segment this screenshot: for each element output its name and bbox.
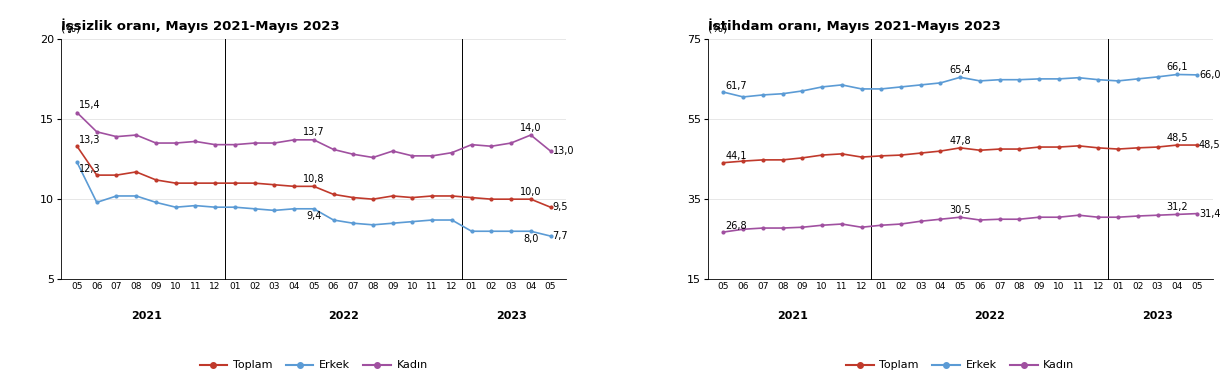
- Text: 8,0: 8,0: [523, 234, 539, 244]
- Text: 66,1: 66,1: [1166, 62, 1188, 73]
- Text: 47,8: 47,8: [949, 136, 971, 146]
- Text: 2022: 2022: [328, 311, 359, 320]
- Text: 9,5: 9,5: [552, 202, 568, 212]
- Text: 15,4: 15,4: [78, 100, 100, 110]
- Text: 10,8: 10,8: [303, 174, 325, 184]
- Text: 48,5: 48,5: [1166, 133, 1188, 143]
- Text: 26,8: 26,8: [725, 221, 747, 231]
- Text: 30,5: 30,5: [949, 205, 971, 215]
- Text: (%): (%): [61, 24, 81, 34]
- Text: 2021: 2021: [777, 311, 808, 320]
- Text: 13,0: 13,0: [552, 146, 575, 156]
- Text: 65,4: 65,4: [949, 65, 971, 75]
- Text: 14,0: 14,0: [521, 123, 541, 133]
- Text: 13,7: 13,7: [303, 127, 325, 137]
- Legend: Toplam, Erkek, Kadın: Toplam, Erkek, Kadın: [842, 356, 1079, 375]
- Text: 2023: 2023: [496, 311, 527, 320]
- Text: İstihdam oranı, Mayıs 2021-Mayıs 2023: İstihdam oranı, Mayıs 2021-Mayıs 2023: [708, 19, 1001, 33]
- Text: İşsizlik oranı, Mayıs 2021-Mayıs 2023: İşsizlik oranı, Mayıs 2021-Mayıs 2023: [61, 19, 339, 33]
- Text: 2022: 2022: [974, 311, 1006, 320]
- Text: 2021: 2021: [131, 311, 162, 320]
- Text: 61,7: 61,7: [725, 81, 747, 91]
- Text: 13,3: 13,3: [78, 135, 100, 145]
- Text: 12,3: 12,3: [78, 164, 100, 174]
- Text: 10,0: 10,0: [521, 187, 541, 197]
- Text: 31,2: 31,2: [1166, 203, 1188, 212]
- Text: 48,5: 48,5: [1199, 140, 1220, 150]
- Text: 66,0: 66,0: [1199, 70, 1220, 80]
- Text: (%): (%): [708, 24, 728, 34]
- Text: 2023: 2023: [1142, 311, 1172, 320]
- Legend: Toplam, Erkek, Kadın: Toplam, Erkek, Kadın: [195, 356, 432, 375]
- Text: 31,4: 31,4: [1199, 209, 1220, 218]
- Text: 9,4: 9,4: [306, 211, 321, 221]
- Text: 44,1: 44,1: [725, 151, 747, 161]
- Text: 7,7: 7,7: [552, 231, 568, 241]
